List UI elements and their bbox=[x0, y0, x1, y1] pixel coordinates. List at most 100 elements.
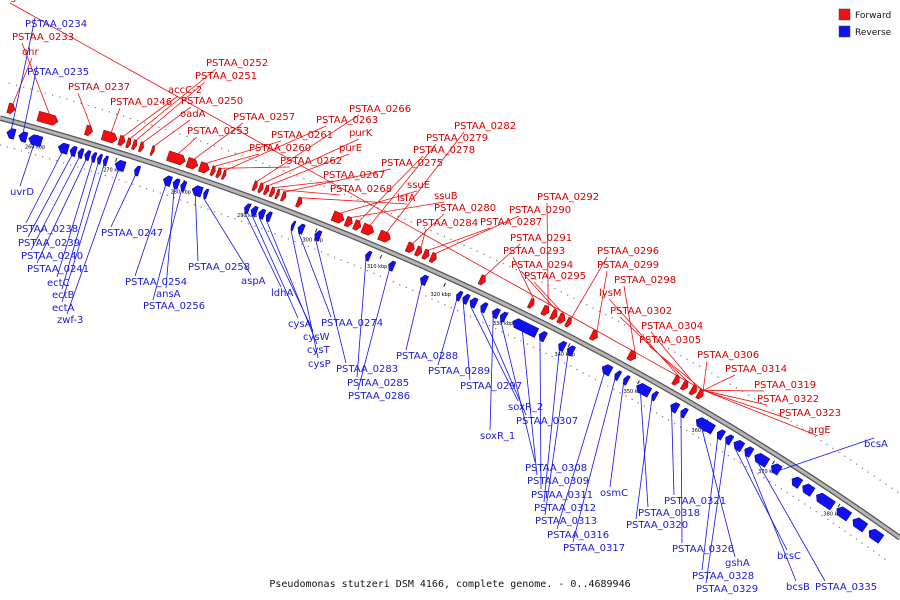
forward-track-dot bbox=[551, 356, 553, 358]
gene-label-pstaa-0318: PSTAA_0318 bbox=[638, 508, 700, 519]
forward-leader-line bbox=[77, 92, 91, 127]
reverse-gene-feature bbox=[462, 293, 471, 305]
reverse-gene-feature bbox=[469, 297, 479, 309]
forward-track-dot bbox=[405, 286, 407, 289]
reverse-track-dot bbox=[450, 238, 452, 241]
forward-track-dot bbox=[709, 444, 712, 446]
forward-track-dot bbox=[613, 388, 615, 390]
reverse-track-dot bbox=[214, 145, 216, 147]
scale-tick bbox=[115, 157, 118, 163]
forward-track-dot bbox=[774, 484, 777, 486]
reverse-track-dot bbox=[430, 230, 432, 232]
reverse-track-dot bbox=[456, 241, 459, 243]
forward-leader-line bbox=[703, 374, 736, 391]
reverse-track-dot bbox=[850, 459, 852, 461]
forward-leader-line bbox=[9, 2, 704, 391]
forward-track-dot bbox=[287, 238, 289, 240]
forward-track-dot bbox=[159, 192, 161, 194]
reverse-track-dot bbox=[296, 175, 298, 177]
gene-label-pstaa-0257: PSTAA_0257 bbox=[233, 112, 295, 123]
scale-tick bbox=[314, 228, 318, 233]
forward-track-dot bbox=[327, 253, 329, 256]
reverse-gene-feature bbox=[670, 402, 681, 414]
reverse-gene-feature bbox=[91, 152, 98, 163]
forward-track-dot bbox=[104, 174, 106, 177]
forward-leader-line bbox=[359, 155, 424, 222]
reverse-track-dot bbox=[692, 362, 694, 364]
gene-label-ectb: ectB bbox=[52, 290, 75, 301]
gene-label-pstaa-0261: PSTAA_0261 bbox=[271, 130, 333, 141]
forward-track-dot bbox=[520, 340, 522, 342]
reverse-leader-line bbox=[543, 350, 560, 503]
reverse-gene-feature bbox=[614, 370, 623, 382]
gene-label-pstaa-0291: PSTAA_0291 bbox=[510, 233, 572, 244]
forward-leader-line bbox=[546, 202, 549, 307]
forward-track-dot bbox=[450, 307, 452, 309]
forward-leader-line bbox=[619, 316, 688, 382]
forward-leader-line bbox=[703, 389, 765, 392]
reverse-track-dot bbox=[534, 278, 537, 280]
reverse-gene-feature bbox=[290, 220, 297, 232]
reverse-track-dot bbox=[760, 402, 762, 404]
gene-labels: ohrPSTAA_0233PSTAA_0237PSTAA_0246accC-2P… bbox=[0, 0, 888, 595]
forward-track-dot bbox=[334, 256, 336, 258]
scale-tick bbox=[567, 343, 571, 348]
forward-track-dot bbox=[366, 270, 368, 272]
forward-track-dot bbox=[261, 228, 263, 230]
forward-gene-feature bbox=[413, 245, 423, 257]
gene-label-ansa: ansA bbox=[156, 289, 181, 300]
forward-leader-line bbox=[596, 270, 608, 332]
reverse-gene-feature bbox=[836, 506, 853, 522]
forward-leader-line bbox=[110, 107, 121, 133]
reverse-track-dot bbox=[200, 140, 202, 142]
forward-track-dot bbox=[241, 220, 243, 222]
forward-leader-line bbox=[142, 106, 192, 143]
forward-leader-line bbox=[301, 197, 408, 205]
reverse-leader-line bbox=[680, 416, 683, 544]
reverse-track-dot bbox=[23, 86, 25, 88]
reverse-track-dot bbox=[207, 143, 209, 145]
reverse-track-dot bbox=[624, 324, 626, 326]
forward-track-dot bbox=[739, 462, 741, 464]
reverse-track-dot bbox=[130, 117, 132, 120]
gene-label-pstaa-0305: PSTAA_0305 bbox=[639, 335, 701, 346]
forward-track-dot bbox=[314, 248, 316, 250]
gene-label-pstaa-0235: PSTAA_0235 bbox=[27, 67, 89, 78]
forward-track-dot bbox=[469, 315, 471, 318]
reverse-gene-feature bbox=[6, 128, 17, 140]
forward-track-dot bbox=[757, 473, 759, 475]
gene-label-pstaa-0234: PSTAA_0234 bbox=[25, 19, 87, 30]
reverse-track-dot bbox=[496, 259, 498, 262]
forward-track-dot bbox=[227, 215, 229, 218]
reverse-track-dot bbox=[115, 113, 118, 115]
reverse-track-dot bbox=[674, 351, 676, 353]
forward-track-dot bbox=[655, 412, 658, 414]
reverse-track-dot bbox=[515, 269, 517, 271]
forward-track-dot bbox=[507, 334, 509, 336]
reverse-track-dot bbox=[735, 387, 738, 389]
legend-label-reverse: Reverse bbox=[855, 28, 892, 38]
reverse-gene-feature bbox=[420, 274, 430, 287]
reverse-gene-feature bbox=[636, 383, 653, 398]
reverse-track-dot bbox=[87, 104, 89, 107]
reverse-track-dot bbox=[165, 129, 167, 131]
forward-track-dot bbox=[173, 197, 175, 199]
gene-label-soxr-1: soxR_1 bbox=[480, 431, 515, 442]
reverse-track-dot bbox=[59, 96, 61, 98]
gene-label-ohr: ohr bbox=[22, 47, 39, 58]
reverse-track-dot bbox=[790, 420, 792, 423]
forward-track-dot bbox=[301, 243, 303, 245]
forward-track-dot bbox=[347, 261, 349, 264]
forward-leader-line bbox=[12, 57, 33, 105]
gene-label-soxr-2: soxR_2 bbox=[508, 402, 543, 413]
reverse-leader-line bbox=[66, 169, 119, 315]
forward-leader-line bbox=[351, 201, 445, 218]
scale-tick-label: 340 kbp bbox=[555, 352, 575, 358]
gene-label-pstaa-0250: PSTAA_0250 bbox=[181, 96, 243, 107]
gene-label-cyst: cysT bbox=[307, 345, 331, 356]
forward-track-dot bbox=[637, 402, 639, 404]
forward-leader-line bbox=[340, 190, 418, 214]
reverse-track-dot bbox=[310, 180, 312, 182]
forward-track-dot bbox=[884, 558, 886, 560]
reverse-gene-feature bbox=[114, 159, 127, 172]
